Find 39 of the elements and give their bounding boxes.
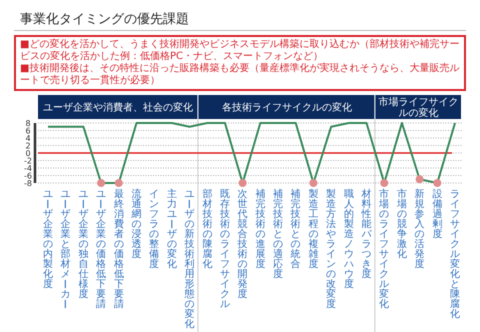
text: ■技術開発後は、その特性に沿った販路構築も必要（量産標準化が実現されそうなら、大量販売ルートで売り切る一貫性が必要） <box>20 63 460 87</box>
y-tick-label: 2 <box>25 142 31 150</box>
x-tick-label: 部材技術の陳腐化 <box>201 188 212 270</box>
text: ユーザ企業や消費者、社会の変化 <box>43 102 194 114</box>
y-tick-label: -6 <box>24 172 32 180</box>
category-label: ユーザの新技術利用形態の変化 <box>182 189 195 330</box>
category-label: 既存技術のライフサイクル <box>220 189 230 310</box>
x-tick-label: 流通網の浸透度 <box>130 188 142 260</box>
x-tick-label: 新規参入の活発度 <box>414 188 425 270</box>
x-tick-label: 補完技術の進展度 <box>254 188 266 270</box>
category-label: 補完技術との適応度 <box>273 189 284 280</box>
category-label: ユーザ企業の独自仕様度 <box>76 189 88 300</box>
chart-title: 事業化タイミングの優先課題 <box>20 11 189 28</box>
y-tick-label: 4 <box>25 134 31 143</box>
category-label: 最終消費者の価格低下要請 <box>114 189 124 310</box>
category-label: 職人的製造ノウハウ度 <box>344 189 354 290</box>
category-label: ユーザ企業と部材メーカー <box>58 189 71 309</box>
x-tick-label: 主力ユーザの変化 <box>164 188 177 270</box>
category-label: 材料性能バラつき度 <box>362 189 372 280</box>
text: 市場ライフサイクルの変化 <box>378 96 459 119</box>
y-tick-label: 8 <box>25 119 31 128</box>
category-label: 市場のライフサイクル変化 <box>379 189 390 310</box>
category-label: 次世代競合技術の開発度 <box>238 189 248 300</box>
y-tick-label: 0 <box>25 149 31 158</box>
x-tick-label: 製造工程の複雑度 <box>308 188 318 270</box>
category-label: ユーザ企業の価格低下要請 <box>94 189 106 310</box>
category-label: ユーザ企業の内製化度 <box>41 189 53 290</box>
y-tick-label: -2 <box>24 156 32 166</box>
x-tick-label: インフラの整備度 <box>149 189 160 270</box>
category-label: ライフサイクル変化と陳腐化 <box>450 189 460 320</box>
text: 各技術ライフサイクルの変化 <box>222 102 352 114</box>
y-tick-label: 6 <box>25 126 31 136</box>
category-label: 製造方法やラインの改変度 <box>326 189 336 310</box>
y-tick-label: -8 <box>24 179 32 188</box>
text: ■どの変化を活かして、うまく技術開発やビジネスモデル構築に取り込むか（部材技術や補完サービスの変化を活かした例：低価格PC・ナビ、スマートフォンなど） <box>20 39 460 62</box>
x-tick-label: 設備過剰度 <box>432 188 442 240</box>
y-tick-label: -4 <box>24 164 32 173</box>
x-tick-label: 市場の競争激化 <box>396 188 407 260</box>
x-tick-label: 補完技術との統合 <box>290 188 301 270</box>
